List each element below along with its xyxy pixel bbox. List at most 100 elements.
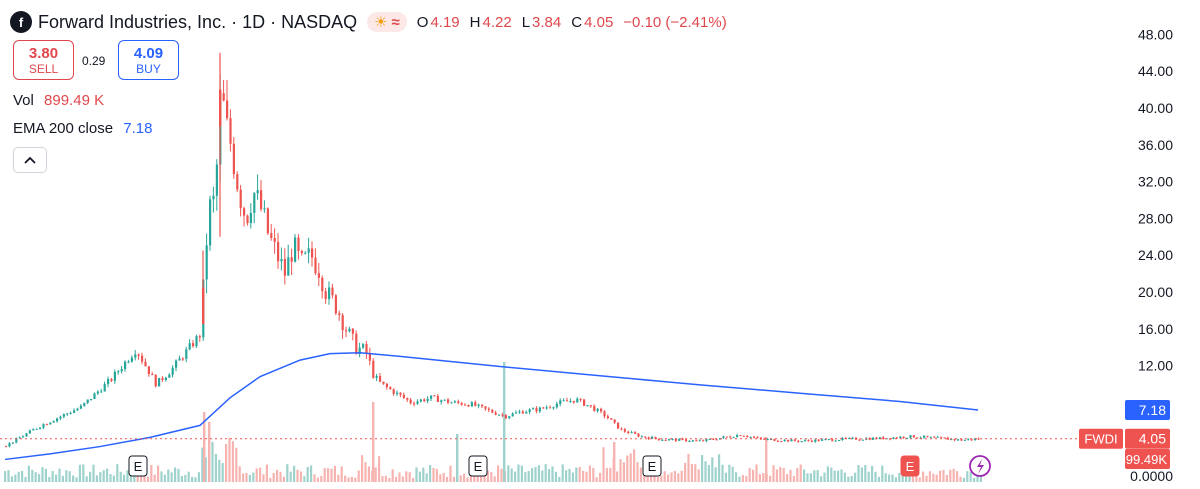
volume-bar: [323, 468, 326, 482]
candle-body: [470, 402, 473, 407]
spread-value: 0.29: [82, 54, 106, 68]
candle-body: [899, 436, 902, 438]
earnings-marker[interactable]: E: [900, 455, 920, 477]
volume-bar: [58, 468, 61, 482]
volume-bar: [701, 454, 704, 482]
candle-body: [440, 400, 443, 402]
candle-body: [375, 376, 378, 378]
volume-bar: [592, 467, 595, 482]
volume-bar: [680, 470, 683, 482]
volume-bar: [534, 466, 537, 482]
y-tick-label: 28.00: [1138, 210, 1173, 226]
volume-bar: [242, 473, 245, 482]
volume-bar: [167, 469, 170, 482]
candle-body: [416, 401, 419, 404]
candle-body: [222, 93, 225, 101]
volume-bar: [565, 470, 568, 482]
candle-body: [538, 407, 541, 412]
symbol-tag: [1079, 428, 1123, 449]
volume-bar: [330, 468, 333, 482]
candle-body: [895, 437, 898, 439]
buy-button[interactable]: 4.09 BUY: [118, 40, 179, 80]
candle-body: [144, 361, 147, 367]
volume-bar: [694, 464, 697, 482]
volume-label: 899.49K: [1119, 452, 1168, 467]
volume-bar: [755, 464, 758, 482]
volume-bar: [639, 467, 642, 482]
volume-bar: [201, 447, 204, 482]
volume-bar: [952, 468, 955, 482]
candle-body: [110, 379, 113, 381]
volume-bar: [520, 465, 523, 482]
volume-bar: [507, 465, 510, 482]
volume-bar: [211, 441, 214, 482]
candle-body: [399, 392, 402, 395]
volume-bar: [690, 463, 693, 482]
volume-bar: [429, 464, 432, 482]
candle-body: [307, 248, 310, 253]
volume-bar: [316, 477, 319, 482]
candle-body: [800, 441, 803, 443]
candle-body: [498, 414, 501, 416]
volume-indicator[interactable]: Vol 899.49 K: [13, 92, 104, 109]
ema-indicator[interactable]: EMA 200 close 7.18: [13, 120, 152, 137]
volume-bar: [231, 441, 234, 482]
candle-body: [334, 295, 337, 314]
company-logo: f: [10, 11, 32, 33]
earnings-marker[interactable]: E: [642, 455, 662, 477]
volume-bar: [541, 470, 544, 482]
market-status[interactable]: ☀ ≈: [367, 12, 407, 32]
volume-bar: [99, 472, 102, 482]
candle-body: [606, 416, 609, 419]
volume-bar: [55, 474, 58, 482]
symbol-title[interactable]: Forward Industries, Inc. · 1D · NASDAQ: [38, 11, 358, 32]
candle-body: [746, 436, 749, 438]
volume-bar: [180, 476, 183, 482]
lightning-icon[interactable]: [969, 455, 991, 477]
volume-bar: [146, 476, 149, 482]
volume-bar: [728, 464, 731, 482]
earnings-marker[interactable]: E: [468, 455, 488, 477]
chevron-up-icon: [24, 156, 36, 164]
volume-bar: [806, 473, 809, 482]
candle-body: [729, 436, 732, 438]
candle-body: [402, 394, 405, 398]
candle-body: [389, 387, 392, 390]
candle-body: [661, 439, 664, 441]
volume-bar: [779, 466, 782, 482]
candle-body: [256, 190, 259, 194]
candle-body: [678, 438, 681, 441]
candle-body: [11, 442, 14, 444]
volume-bar: [456, 434, 459, 482]
volume-bar: [163, 474, 166, 482]
candle-body: [763, 438, 766, 440]
candle-body: [491, 409, 494, 413]
volume-bar: [238, 466, 241, 482]
candle-body: [151, 374, 154, 376]
volume-bar: [177, 468, 180, 482]
candle-body: [739, 435, 742, 437]
volume-bar: [143, 473, 146, 482]
candle-body: [824, 439, 827, 441]
collapse-indicators-button[interactable]: [13, 147, 47, 173]
candle-body: [164, 377, 167, 380]
last-price-label: 4.05: [1139, 431, 1166, 447]
candle-body: [963, 439, 966, 441]
volume-bar: [595, 477, 598, 482]
volume-bar: [150, 465, 153, 482]
candle-body: [722, 436, 725, 439]
candle-body: [698, 440, 701, 442]
sell-button[interactable]: 3.80 SELL: [13, 40, 74, 80]
candle-body: [766, 438, 769, 440]
volume-bar: [293, 465, 296, 482]
candle-body: [623, 429, 626, 432]
volume-bar: [381, 476, 384, 482]
volume-bar: [571, 472, 574, 482]
candle-body: [640, 436, 643, 438]
volume-bar: [208, 422, 211, 482]
volume-bar: [629, 453, 632, 482]
volume-bar: [548, 469, 551, 482]
earnings-marker[interactable]: E: [128, 455, 148, 477]
candle-body: [59, 416, 62, 419]
